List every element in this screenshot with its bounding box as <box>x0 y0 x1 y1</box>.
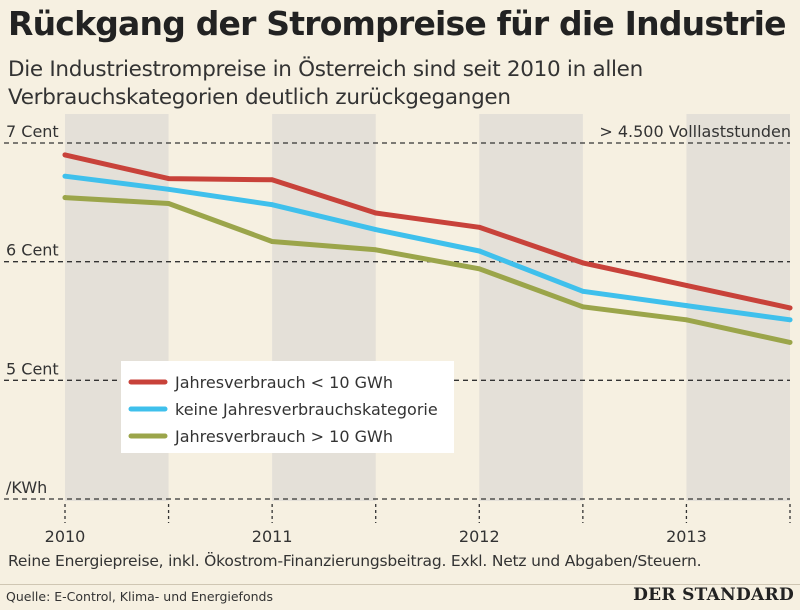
series-0-point-0 <box>62 152 68 158</box>
x-tick-label-3: 2013 <box>666 527 707 546</box>
publisher-logo: DER STANDARD <box>633 585 794 605</box>
legend-label-0: Jahresverbrauch < 10 GWh <box>174 373 393 392</box>
x-tick-label-0: 2010 <box>45 527 86 546</box>
series-1-point-2 <box>269 202 275 208</box>
chart-title: Rückgang der Strompreise für die Industr… <box>8 4 787 43</box>
series-0-point-7 <box>787 305 793 311</box>
series-2-point-2 <box>269 239 275 244</box>
chart-subtitle: Die Industriestrompreise in Österreich s… <box>8 56 792 112</box>
x-tick-label-2: 2012 <box>459 527 500 546</box>
y-tick-label-3: /KWh <box>6 478 47 497</box>
series-2-point-5 <box>580 304 586 310</box>
subtitle-line-2: Verbrauchskategorien deutlich zurückgega… <box>8 85 511 110</box>
series-2-point-0 <box>62 195 68 200</box>
series-1-point-3 <box>373 227 379 233</box>
series-1-point-7 <box>787 317 793 323</box>
series-1-point-5 <box>580 288 586 294</box>
footer-bar <box>0 584 800 610</box>
series-2-point-7 <box>787 339 793 345</box>
series-1-point-4 <box>476 248 482 254</box>
legend-label-1: keine Jahresverbrauchskategorie <box>175 400 438 419</box>
series-0-point-4 <box>476 224 482 230</box>
series-2-point-6 <box>684 317 689 323</box>
series-1-point-6 <box>684 303 689 308</box>
series-1-point-0 <box>62 173 68 179</box>
legend-box <box>121 361 454 453</box>
series-0-point-3 <box>373 210 379 216</box>
series-line-0 <box>62 152 793 311</box>
series-1-point-1 <box>166 186 171 192</box>
x-tick-label-1: 2011 <box>252 527 293 546</box>
series-2-point-4 <box>476 266 482 272</box>
series-0-point-6 <box>684 283 689 288</box>
series-0-point-1 <box>166 176 171 182</box>
series-line-2 <box>62 195 793 345</box>
source-credit: Quelle: E-Control, Klima- und Energiefon… <box>6 589 273 604</box>
legend-label-2: Jahresverbrauch > 10 GWh <box>174 427 393 446</box>
annotation-volllaststunden: > 4.500 Volllaststunden <box>599 122 791 141</box>
series-0-point-2 <box>269 177 275 183</box>
series-2-point-3 <box>373 247 379 253</box>
series-line-1 <box>62 173 793 323</box>
year-band-2 <box>479 114 583 501</box>
series-2-point-1 <box>166 201 171 206</box>
y-tick-label-0: 7 Cent <box>6 122 59 141</box>
y-tick-label-1: 6 Cent <box>6 241 59 260</box>
series-0-point-5 <box>580 260 586 266</box>
subtitle-line-1: Die Industriestrompreise in Österreich s… <box>8 57 643 82</box>
y-tick-label-2: 5 Cent <box>6 359 59 378</box>
chart-footnote: Reine Energiepreise, inkl. Ökostrom-Fina… <box>8 552 702 570</box>
